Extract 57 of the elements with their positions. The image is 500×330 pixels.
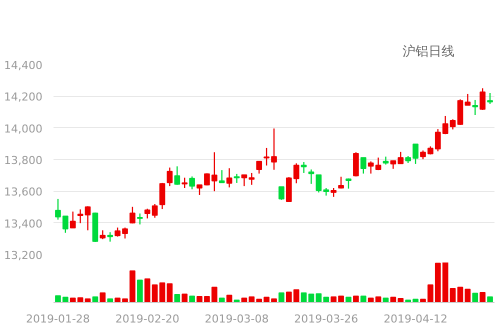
candlestick bbox=[84, 206, 91, 231]
bar bbox=[100, 292, 106, 302]
candlestick bbox=[174, 166, 180, 186]
y-tick-label: 14,000 bbox=[4, 122, 43, 136]
x-tick-label: 2019-04-12 bbox=[384, 312, 448, 326]
bar bbox=[346, 296, 352, 302]
y-tick-label: 13,200 bbox=[4, 249, 43, 262]
bar bbox=[166, 283, 173, 302]
candlestick bbox=[278, 186, 284, 200]
bar bbox=[472, 292, 478, 302]
candlestick bbox=[226, 168, 232, 188]
y-tick-label: 13,600 bbox=[4, 186, 43, 199]
candlestick bbox=[472, 99, 478, 116]
bar bbox=[308, 294, 314, 302]
chart-title: 沪铝日线 bbox=[402, 44, 454, 60]
candlestick bbox=[189, 176, 195, 190]
candlestick bbox=[218, 170, 225, 184]
y-tick-label: 13,400 bbox=[4, 217, 43, 230]
candlestick bbox=[256, 160, 262, 174]
y-tick-label: 14,200 bbox=[4, 90, 43, 104]
candlestick bbox=[308, 168, 314, 184]
y-tick-label: 13,800 bbox=[4, 154, 43, 167]
bar bbox=[136, 280, 143, 302]
bar bbox=[480, 292, 486, 302]
candlestick bbox=[182, 177, 188, 189]
bar bbox=[218, 298, 225, 302]
bar bbox=[159, 282, 166, 302]
candlestick bbox=[360, 157, 366, 174]
x-tick-label: 2019-01-28 bbox=[26, 312, 90, 326]
candlestick bbox=[457, 98, 464, 126]
bar bbox=[353, 296, 359, 302]
candlestick bbox=[70, 210, 76, 228]
bar bbox=[457, 286, 464, 302]
bar bbox=[300, 292, 307, 302]
candlestick bbox=[77, 208, 84, 224]
candlestick bbox=[159, 182, 166, 210]
candlestick bbox=[300, 161, 307, 174]
x-tick-label: 2019-02-20 bbox=[115, 312, 180, 326]
candlestick bbox=[107, 232, 114, 242]
bar bbox=[107, 298, 114, 302]
x-tick-label: 2019-03-08 bbox=[204, 312, 269, 326]
x-tick-label: 2019-03-26 bbox=[294, 312, 358, 326]
bar bbox=[182, 294, 188, 302]
candlestick bbox=[464, 93, 471, 106]
bar bbox=[360, 296, 366, 302]
candlestick bbox=[136, 212, 143, 226]
candlestick bbox=[480, 88, 486, 111]
candlestick bbox=[130, 206, 136, 224]
bar bbox=[278, 292, 284, 302]
bar bbox=[464, 288, 471, 302]
bar bbox=[189, 296, 195, 302]
candlestick bbox=[487, 92, 493, 105]
bar bbox=[487, 296, 493, 302]
y-tick-label: 14,400 bbox=[4, 59, 43, 72]
bar bbox=[174, 294, 180, 302]
candlestick bbox=[166, 166, 173, 187]
candlestick bbox=[353, 152, 359, 178]
